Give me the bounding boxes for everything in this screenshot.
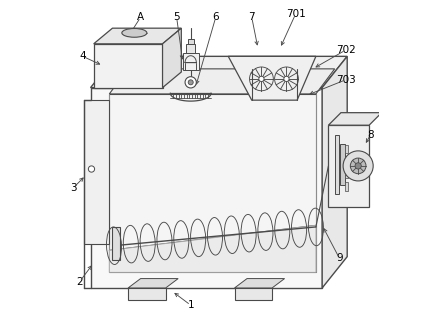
Polygon shape (91, 56, 347, 88)
Text: 701: 701 (285, 9, 305, 19)
Text: 8: 8 (367, 130, 374, 140)
Text: 5: 5 (173, 12, 180, 22)
Ellipse shape (122, 28, 147, 37)
Circle shape (259, 76, 264, 81)
Polygon shape (234, 279, 285, 288)
Polygon shape (340, 144, 345, 185)
Polygon shape (335, 135, 339, 194)
Text: A: A (137, 12, 144, 22)
Polygon shape (112, 227, 120, 260)
Polygon shape (163, 28, 181, 88)
Polygon shape (94, 44, 163, 88)
Text: 9: 9 (336, 253, 343, 263)
Text: 702: 702 (336, 45, 356, 55)
Circle shape (88, 166, 95, 172)
Circle shape (350, 158, 366, 174)
Circle shape (284, 76, 289, 81)
Polygon shape (109, 69, 335, 94)
Polygon shape (186, 44, 195, 53)
Polygon shape (109, 94, 316, 272)
Polygon shape (228, 56, 316, 100)
Polygon shape (109, 225, 316, 272)
Circle shape (343, 151, 373, 181)
Text: 2: 2 (76, 277, 83, 287)
Text: 4: 4 (79, 51, 86, 61)
Polygon shape (345, 182, 349, 191)
Polygon shape (345, 157, 349, 166)
Polygon shape (94, 28, 181, 44)
Polygon shape (91, 88, 322, 288)
Polygon shape (128, 279, 178, 288)
Text: 6: 6 (212, 12, 219, 22)
Text: 7: 7 (249, 12, 255, 22)
Polygon shape (84, 100, 109, 244)
Polygon shape (128, 288, 166, 300)
Polygon shape (322, 56, 347, 288)
Text: 703: 703 (336, 75, 356, 85)
Polygon shape (187, 39, 194, 44)
Circle shape (188, 80, 193, 85)
Polygon shape (329, 113, 382, 125)
Polygon shape (345, 170, 349, 178)
Circle shape (185, 77, 196, 88)
Polygon shape (329, 125, 369, 207)
Text: 3: 3 (70, 183, 77, 193)
Circle shape (355, 163, 361, 169)
Polygon shape (345, 145, 349, 153)
Polygon shape (183, 53, 198, 70)
Text: 1: 1 (187, 300, 194, 310)
Polygon shape (234, 288, 272, 300)
